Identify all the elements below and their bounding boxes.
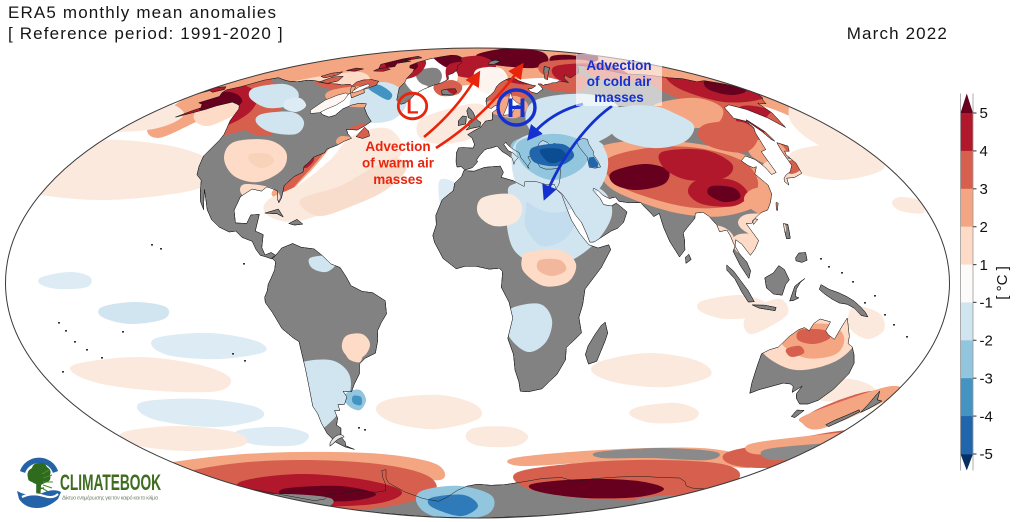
svg-text:of warm air: of warm air bbox=[362, 156, 435, 171]
svg-text:-4: -4 bbox=[980, 408, 993, 425]
svg-text:-2: -2 bbox=[980, 333, 993, 350]
svg-text:2: 2 bbox=[980, 219, 988, 236]
svg-text:3: 3 bbox=[980, 181, 988, 198]
svg-text:5: 5 bbox=[980, 105, 988, 122]
svg-text:H: H bbox=[507, 93, 527, 123]
svg-text:Advection: Advection bbox=[586, 58, 651, 73]
svg-text:March 2022: March 2022 bbox=[847, 24, 948, 43]
svg-text:[ Reference period: 1991-2020: [ Reference period: 1991-2020 ] bbox=[8, 24, 284, 43]
svg-text:-5: -5 bbox=[980, 446, 993, 463]
svg-text:-1: -1 bbox=[980, 295, 993, 312]
svg-text:L: L bbox=[406, 97, 418, 119]
svg-text:masses: masses bbox=[373, 172, 423, 187]
svg-text:Advection: Advection bbox=[365, 139, 430, 154]
svg-text:masses: masses bbox=[594, 90, 644, 105]
svg-text:of cold air: of cold air bbox=[587, 74, 652, 89]
svg-text:1: 1 bbox=[980, 257, 988, 274]
svg-text:CLIMATEBOOK: CLIMATEBOOK bbox=[60, 470, 161, 495]
svg-text:4: 4 bbox=[980, 143, 988, 160]
svg-text:-3: -3 bbox=[980, 370, 993, 387]
svg-text:ERA5 monthly mean anomalies: ERA5 monthly mean anomalies bbox=[8, 3, 277, 22]
svg-text:Δίκτυο ενημέρωσης για τον καιρ: Δίκτυο ενημέρωσης για τον καιρό και το κ… bbox=[62, 495, 159, 502]
svg-text:[ °C ]: [ °C ] bbox=[994, 266, 1011, 300]
